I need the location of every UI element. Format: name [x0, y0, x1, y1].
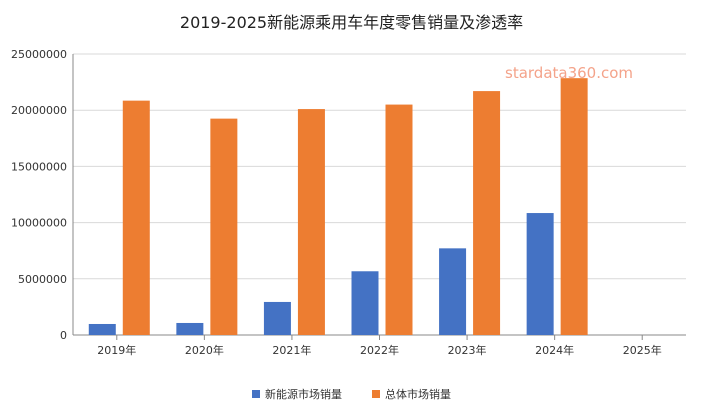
y-tick-label: 20000000 — [11, 104, 67, 117]
bar-total — [385, 104, 413, 335]
legend-item-nev[interactable]: 新能源市场销量 — [252, 386, 342, 402]
x-tick-label: 2024年 — [535, 343, 574, 357]
legend-swatch-total — [372, 390, 380, 398]
bar-total — [210, 118, 238, 335]
y-tick-label: 0 — [60, 329, 67, 342]
y-tick-label: 10000000 — [11, 217, 67, 230]
x-tick-label: 2019年 — [97, 343, 136, 357]
bar-nev — [526, 213, 554, 335]
chart-title: 2019-2025新能源乘用车年度零售销量及渗透率 — [179, 13, 524, 32]
bar-nev — [439, 248, 467, 335]
legend: 新能源市场销量 总体市场销量 — [0, 386, 703, 402]
x-tick-label: 2020年 — [185, 343, 224, 357]
bar-nev — [176, 322, 204, 335]
y-tick-label: 25000000 — [11, 48, 67, 61]
bar-total — [297, 109, 325, 336]
x-tick-label: 2025年 — [623, 343, 662, 357]
bar-total — [473, 91, 501, 335]
x-tick-label: 2021年 — [272, 343, 311, 357]
bar-nev — [351, 271, 379, 335]
y-tick-label: 15000000 — [11, 160, 67, 173]
y-tick-label: 5000000 — [18, 273, 67, 286]
legend-item-total[interactable]: 总体市场销量 — [372, 386, 451, 402]
bar-total — [560, 78, 588, 335]
bar-nev — [263, 301, 291, 335]
x-tick-label: 2022年 — [360, 343, 399, 357]
legend-swatch-nev — [252, 390, 260, 398]
bar-nev — [88, 323, 116, 335]
bar-total — [122, 100, 150, 336]
x-tick-label: 2023年 — [448, 343, 487, 357]
watermark: stardata360.com — [505, 64, 634, 82]
legend-label-total: 总体市场销量 — [385, 388, 451, 401]
legend-label-nev: 新能源市场销量 — [265, 388, 342, 401]
